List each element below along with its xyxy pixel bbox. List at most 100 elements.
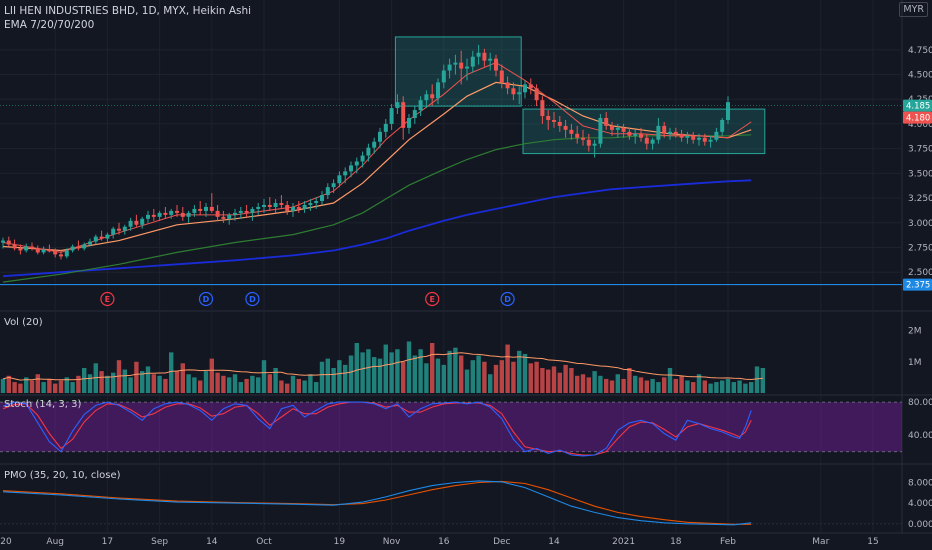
candle [563,119,568,138]
volume-bar [29,380,35,393]
candle [621,123,626,138]
candle-body [494,58,498,71]
volume-bar [198,380,203,393]
candle-body [186,212,191,217]
price-tick-label: 4.750 [908,46,932,56]
candle [354,157,359,174]
volume-bar [563,364,568,393]
candle [436,78,440,105]
candle-body [41,249,46,253]
candle [296,201,301,213]
range-box [522,108,766,155]
candle-body [691,135,696,140]
candle [378,127,382,148]
pmo-legend: PMO (35, 20, 10, close) [4,470,121,481]
volume-bar [151,374,156,393]
volume-bar [93,363,98,393]
currency-badge[interactable]: MYR [899,2,928,17]
candle-body [424,94,429,101]
candle-body [93,236,98,242]
volume-bar [128,377,133,393]
volume-bar [215,372,220,393]
candle-body [552,119,556,122]
volume-bar [650,378,655,393]
candle-body [557,121,562,126]
candle [250,206,255,221]
volume-bar [232,374,238,393]
candle-body [714,131,719,140]
volume-bar [169,352,174,393]
candle-body [511,88,516,95]
candle-body [523,84,527,93]
candle-body [499,70,504,83]
candle [470,50,475,73]
volume-bar [227,377,232,393]
volume-bar [609,380,615,393]
volume-bar [58,380,64,393]
candle-body [528,84,533,89]
candle [215,204,220,221]
x-tick-label: 19 [334,537,346,547]
x-tick-label: Sep [151,537,168,547]
event-label: E [429,295,434,304]
volume-bar [296,378,301,393]
candle-body [540,100,545,117]
candle [540,96,545,124]
volume-bar [35,374,40,393]
candle [198,201,203,215]
volume-bar [540,368,545,393]
candle [650,137,655,150]
volume-bar [209,358,214,393]
event-circle [100,291,115,307]
volume-bar [111,372,116,393]
candle [673,127,678,138]
stoch-tick-label: 40.00 [908,431,932,441]
candle-body [476,52,481,57]
candle [447,58,452,79]
candle-body [325,187,330,196]
ema20-line [2,81,752,252]
volume-bar [464,369,470,393]
support-price-tag: 2.375 [906,281,930,291]
x-tick-label: Oct [256,537,272,547]
candle [691,131,696,144]
candle-body [563,125,568,130]
volume-bar [627,368,632,393]
candle [291,203,295,217]
candle [186,210,191,223]
volume-bar [372,357,377,393]
stoch-k-line [2,401,752,457]
volume-bar [586,377,591,393]
candle-body [644,137,649,144]
candle [441,64,446,89]
candle [175,204,179,217]
candle [146,210,150,223]
last-price-tag-bg [903,99,932,112]
candle-body [285,204,290,211]
candle-body [395,102,400,109]
candle-body [204,206,208,211]
volume-bar [743,383,748,393]
candle-body [88,241,92,245]
candle [644,133,649,150]
candle [262,199,266,213]
volume-bar [157,375,162,393]
candle [93,234,98,245]
volume-bar [163,378,168,393]
volume-bar [302,380,307,393]
volume-bar [528,363,533,393]
candle-body [151,214,156,217]
volume-bar [621,378,626,393]
volume-bar [250,375,255,393]
candle [511,82,516,101]
candle [720,117,725,136]
candle-body [59,254,63,257]
volume-bar [24,377,29,393]
price-tick-label: 3.750 [908,145,932,155]
candle [151,208,156,221]
x-tick-label: Feb [720,537,736,547]
candle [273,199,278,213]
candle [668,127,672,140]
candle [6,236,11,247]
